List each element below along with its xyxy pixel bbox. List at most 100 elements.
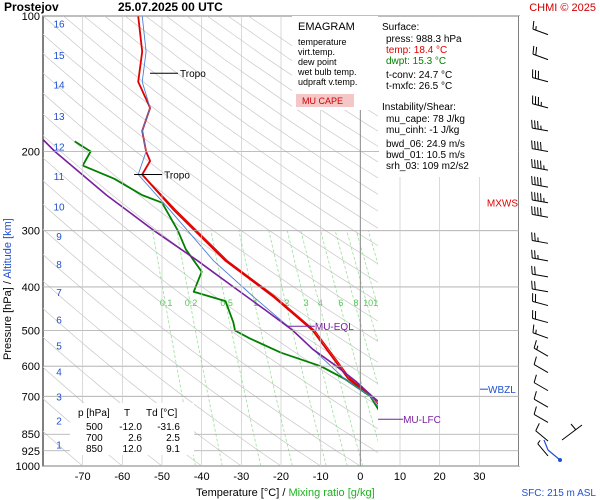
dry-adiabat <box>83 16 378 229</box>
wind-panel <box>519 16 600 466</box>
wind-barb-feather <box>534 281 536 290</box>
low-level-wind-dot <box>558 458 562 462</box>
table-cell: 700 <box>86 433 103 444</box>
wind-barb-feather <box>540 160 542 169</box>
dry-adiabat <box>43 157 378 407</box>
mu-eql-label: MU-EQL <box>315 322 354 333</box>
pressure-tick-label: 600 <box>22 361 40 373</box>
table-header-t: T <box>124 408 130 419</box>
wind-barb <box>531 176 549 188</box>
storm-motion-marker <box>561 423 583 441</box>
series-wet-bulb-temp <box>137 16 378 408</box>
mixing-ratio-label: 25 <box>415 298 425 308</box>
surface-tmxfc: t-mxfc: 26.5 °C <box>386 81 452 92</box>
wind-barb-feather <box>540 193 542 202</box>
temperature-tick-label: 0 <box>357 471 363 483</box>
wind-barb-feather <box>533 374 537 383</box>
datetime-title: 25.07.2025 00 UTC <box>118 0 223 14</box>
wind-barb-feather <box>534 140 536 150</box>
mixing-ratio-label: 0.2 <box>185 298 198 308</box>
altitude-tick-label: 14 <box>53 81 65 92</box>
wind-barb <box>532 20 549 36</box>
dry-adiabat <box>43 72 378 322</box>
series-dew-point <box>74 140 378 411</box>
surface-tconv: t-conv: 24.7 °C <box>386 70 452 81</box>
altitude-tick-label: 13 <box>53 112 65 123</box>
wind-barb-feather <box>532 45 535 55</box>
temperature-tick-label: -10 <box>313 471 329 483</box>
wind-barbs <box>531 20 583 462</box>
wind-barb-feather <box>533 406 537 415</box>
wind-barb-half-feather <box>536 345 539 350</box>
pressure-tick-label: 1000 <box>16 461 40 473</box>
wind-barb <box>531 232 549 244</box>
wind-barb-feather <box>537 177 539 186</box>
dry-adiabat <box>43 113 378 363</box>
wind-barb <box>531 119 549 132</box>
mixing-ratio-line <box>268 230 327 466</box>
wind-barb-feather <box>535 46 538 56</box>
dry-adiabat <box>43 53 378 302</box>
wind-barb-feather <box>537 192 539 202</box>
wind-barb-feather <box>531 206 533 215</box>
y-axis-pressure-label: Pressure [hPa] <box>2 287 14 360</box>
wind-barb <box>532 95 549 109</box>
table-cell: 2.6 <box>128 433 142 444</box>
series-udpraft-v-temp <box>43 138 378 403</box>
wind-barb <box>533 356 549 374</box>
wind-barb-feather <box>534 159 536 168</box>
dry-adiabat <box>104 16 378 212</box>
pressure-tick-label: 100 <box>22 11 40 23</box>
instability-srh03: srh_03: 109 m2/s2 <box>386 161 469 172</box>
wind-barb <box>532 293 549 307</box>
mixing-ratio-label: 15 <box>386 298 396 308</box>
wind-barb-feather <box>533 340 537 349</box>
wind-barb <box>531 206 549 218</box>
dry-adiabat <box>43 254 321 466</box>
annotations: Tropo Tropo MU-EQL MXWS WBZL MU-LFC <box>134 69 558 426</box>
wind-barb-staff <box>533 364 549 374</box>
wind-barb-feather <box>534 192 536 201</box>
mixing-ratio-line <box>397 231 473 466</box>
table-bg <box>70 403 194 455</box>
wind-barb <box>532 310 549 324</box>
wind-barb <box>531 159 549 171</box>
wind-barb-feather <box>531 176 533 185</box>
legend-temperature: temperature <box>298 37 347 47</box>
wind-barb <box>531 140 549 152</box>
pressure-tick-label: 500 <box>22 326 40 338</box>
dry-adiabat <box>43 16 378 265</box>
wind-barb <box>531 280 549 293</box>
table-cell: -12.0 <box>119 422 142 433</box>
wind-barb-feather <box>531 280 533 290</box>
pressure-tick-label: 400 <box>22 282 40 294</box>
wbzl-label: WBZL <box>488 385 516 396</box>
mixing-ratio-label: 12 <box>373 298 383 308</box>
wind-barb-feather <box>531 249 533 259</box>
mu-cape-badge-bg <box>296 94 354 107</box>
wind-barb-feather <box>531 232 533 241</box>
mu-cape-badge: MU CAPE <box>302 96 343 106</box>
wind-barb-feather <box>533 391 537 400</box>
wind-barb-feather <box>533 356 537 365</box>
wind-barb-feather <box>534 176 536 185</box>
mixing-ratio-label: 10 <box>363 298 373 308</box>
wind-barb <box>531 249 549 262</box>
legend-title: EMAGRAM <box>298 21 355 33</box>
table-cell: 850 <box>86 444 103 455</box>
temperature-tick-label: 20 <box>434 471 446 483</box>
wind-barb <box>537 440 549 457</box>
pressure-tick-label: 300 <box>22 226 40 238</box>
y-axis-separator: / <box>2 279 14 288</box>
pressure-tick-label: 925 <box>22 446 40 458</box>
surface-press: press: 988.3 hPa <box>386 34 462 45</box>
wind-barb <box>531 191 549 204</box>
legend-wet-bulb: wet bulb temp. <box>297 67 357 77</box>
wind-barb-feather <box>540 207 542 217</box>
surface-temp: temp: 18.4 °C <box>386 45 447 56</box>
pressure-tick-label: 850 <box>22 429 40 441</box>
wind-barb-half-feather <box>537 440 541 445</box>
mixing-ratio-label: 4 <box>318 298 323 308</box>
altitude-tick-label: 15 <box>53 51 65 62</box>
wind-barb-staff <box>535 430 549 442</box>
